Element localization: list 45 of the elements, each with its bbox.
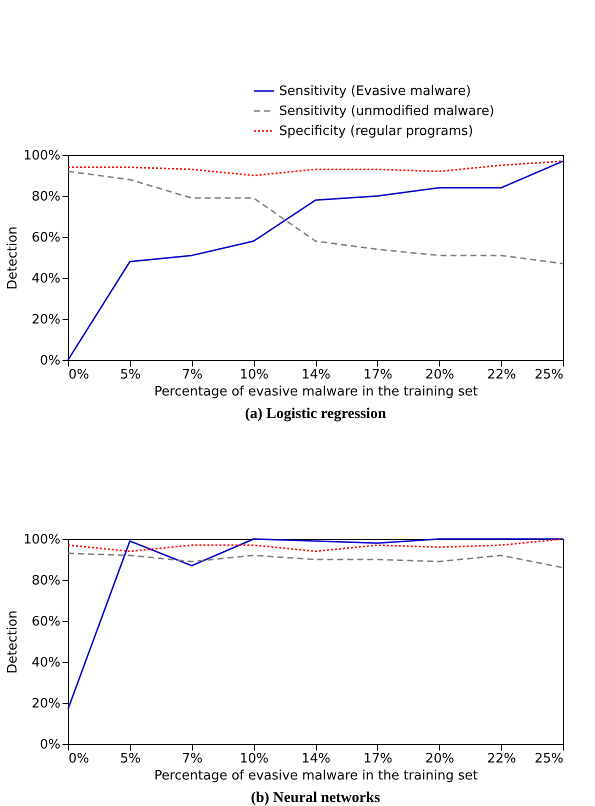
x-tick-label: 10% <box>240 368 269 382</box>
y-axis-title: Detection <box>5 610 20 674</box>
x-tick-label: 22% <box>487 752 516 766</box>
legend-label: Specificity (regular programs) <box>279 124 474 139</box>
x-axis-title: Percentage of evasive malware in the training set <box>154 768 478 784</box>
line-series <box>67 170 564 264</box>
y-tick-label: 0% <box>40 738 60 752</box>
line-series <box>67 160 564 176</box>
y-axis-title: Detection <box>5 226 20 290</box>
x-tick-label: 10% <box>240 752 269 766</box>
x-tick-label: 25% <box>534 752 564 766</box>
x-tick-label: 20% <box>425 752 454 766</box>
x-tick-label: 14% <box>302 368 330 382</box>
line-series <box>67 160 564 361</box>
x-tick-label: 20% <box>425 368 454 382</box>
y-tick-label: 20% <box>32 312 60 328</box>
x-tick-label: 17% <box>363 752 392 766</box>
x-tick-label: 7% <box>182 368 203 382</box>
y-tick-label: 60% <box>32 230 60 246</box>
x-tick-label: 5% <box>120 368 141 382</box>
legend-label: Sensitivity (Evasive malware) <box>279 84 471 99</box>
line-series <box>67 538 564 552</box>
y-tick-label: 100% <box>23 148 60 164</box>
y-tick-label: 0% <box>40 354 60 368</box>
x-axis-title: Percentage of evasive malware in the training set <box>154 384 478 400</box>
line-series <box>67 552 564 568</box>
x-tick-label: 25% <box>534 368 564 382</box>
y-tick-label: 40% <box>32 272 60 286</box>
y-tick-label: 80% <box>32 574 60 588</box>
line-series <box>67 538 564 710</box>
x-tick-label: 0% <box>68 368 90 382</box>
y-tick-label: 40% <box>32 656 60 670</box>
x-tick-label: 22% <box>487 368 516 382</box>
x-tick-label: 5% <box>120 752 141 766</box>
y-tick-label: 20% <box>32 696 60 712</box>
y-tick-label: 60% <box>32 614 60 630</box>
x-tick-label: 14% <box>302 752 330 766</box>
text: (a) Logistic regression <box>244 406 387 422</box>
x-tick-label: 0% <box>68 752 90 766</box>
y-tick-label: 80% <box>32 190 60 204</box>
x-tick-label: 7% <box>182 752 203 766</box>
y-tick-label: 100% <box>23 532 60 548</box>
legend-label: Sensitivity (unmodified malware) <box>279 104 494 119</box>
x-tick-label: 17% <box>363 368 392 382</box>
text: (b) Neural networks <box>250 790 380 806</box>
